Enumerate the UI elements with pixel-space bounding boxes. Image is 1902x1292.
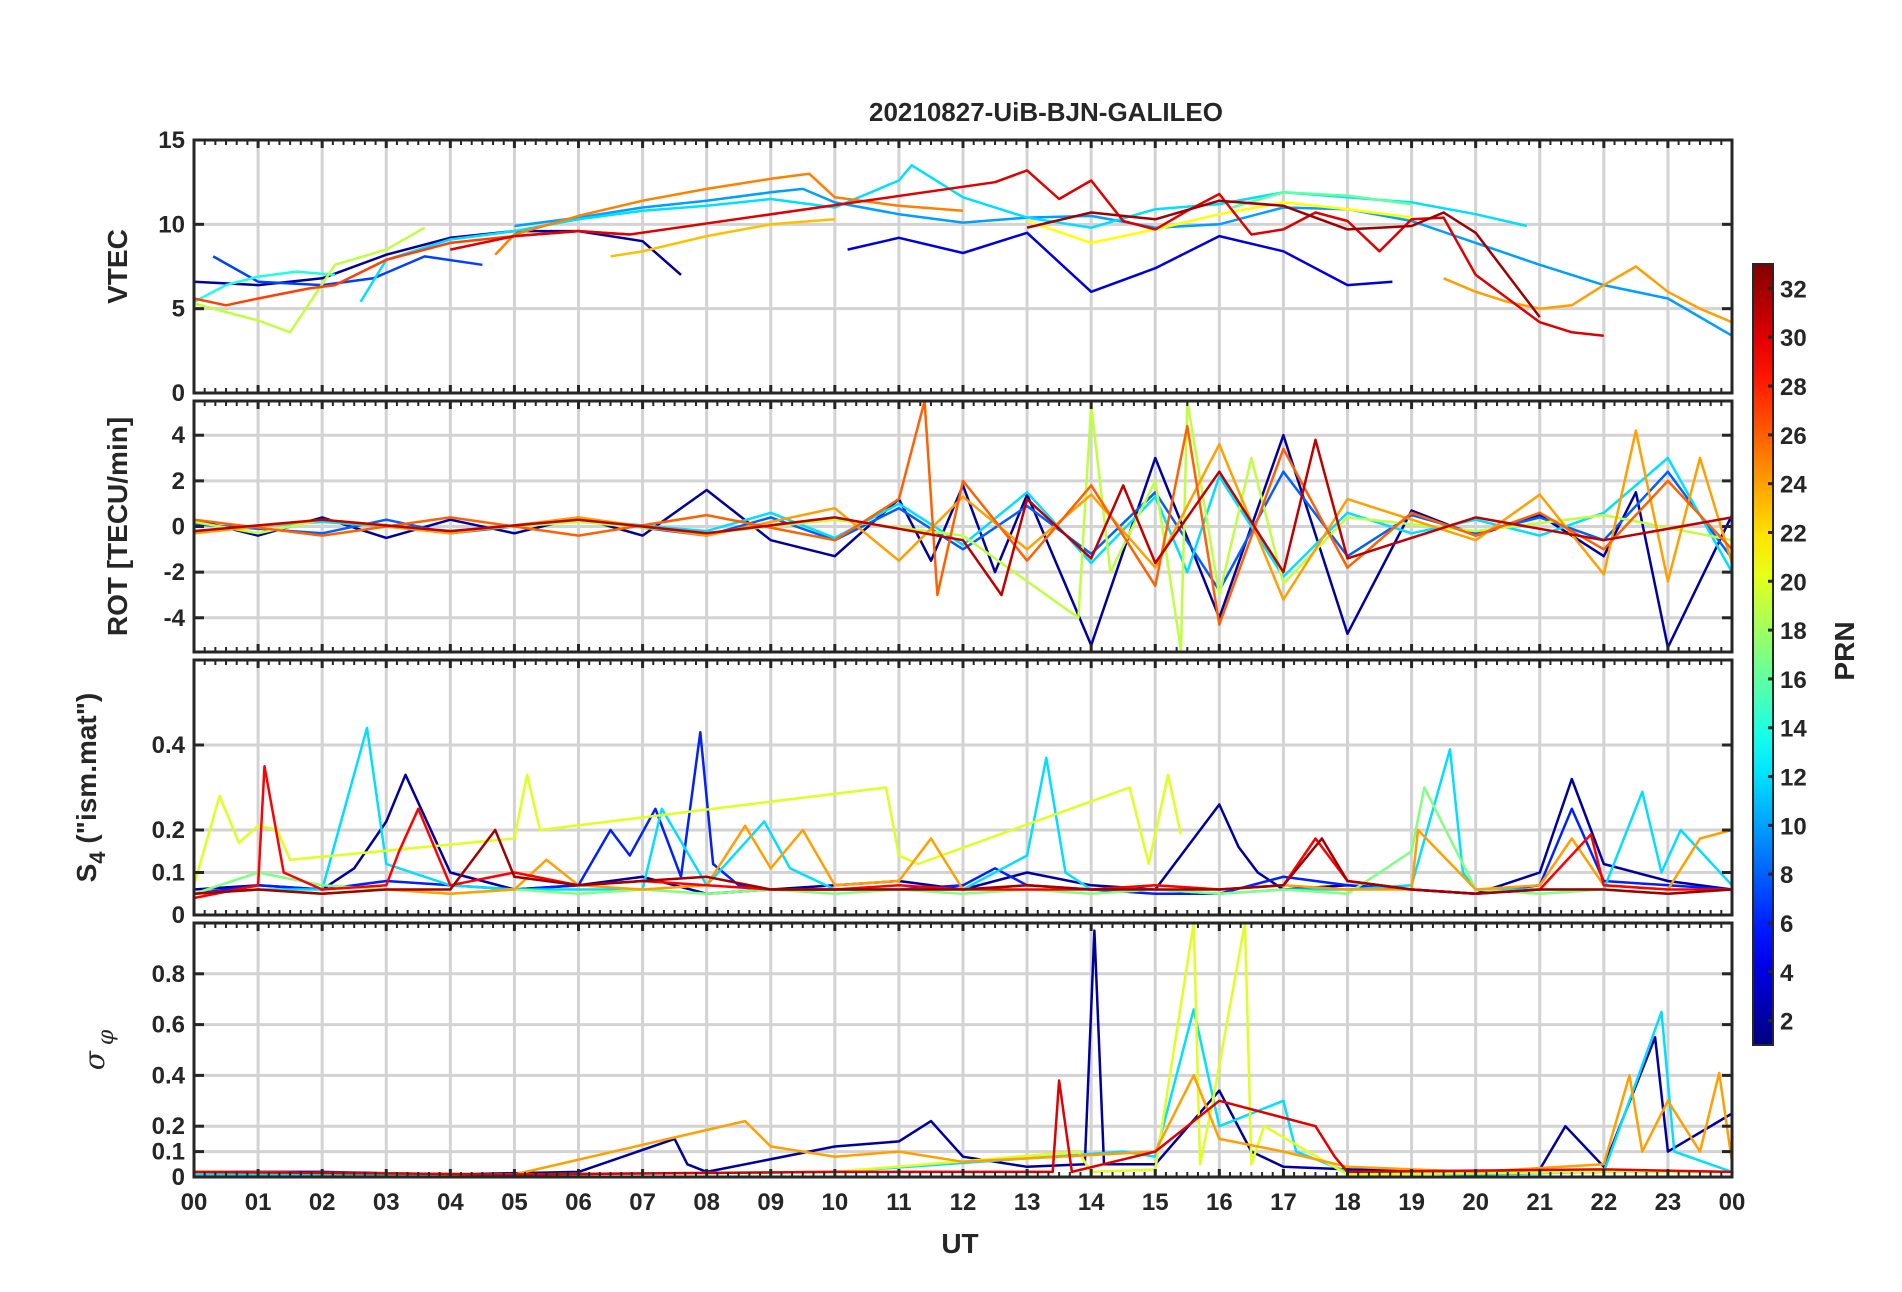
y-tick-label: 5 bbox=[172, 296, 185, 323]
y-tick-label: 0.1 bbox=[152, 1139, 185, 1166]
y-tick-label: 4 bbox=[172, 422, 186, 449]
x-tick-label: 21 bbox=[1526, 1189, 1553, 1216]
x-tick-label: 13 bbox=[1014, 1189, 1041, 1216]
x-tick-label: 09 bbox=[757, 1189, 784, 1216]
colorbar-tick-label: 30 bbox=[1780, 325, 1807, 352]
series-line-prn-10 bbox=[514, 187, 1732, 337]
y-tick-label: 0 bbox=[172, 902, 185, 929]
series-line-prn-12 bbox=[194, 726, 1732, 896]
colorbar-tick-label: 16 bbox=[1780, 667, 1807, 694]
colorbar-tick-label: 10 bbox=[1780, 813, 1807, 840]
y-tick-label: 0.8 bbox=[152, 961, 185, 988]
colorbar-gradient bbox=[1752, 263, 1774, 1046]
x-tick-label: 02 bbox=[309, 1189, 336, 1216]
colorbar-tick-label: 2 bbox=[1780, 1009, 1793, 1036]
colorbar-tick-label: 14 bbox=[1780, 716, 1807, 743]
series-line-prn-20 bbox=[194, 773, 1183, 886]
colorbar-tick-label: 8 bbox=[1780, 862, 1793, 889]
x-tick-label: 05 bbox=[501, 1189, 528, 1216]
x-tick-label: 10 bbox=[821, 1189, 848, 1216]
x-tick-label: 20 bbox=[1462, 1189, 1489, 1216]
x-tick-label: 18 bbox=[1334, 1189, 1361, 1216]
y-tick-label: 10 bbox=[158, 211, 185, 238]
x-tick-label: 12 bbox=[950, 1189, 977, 1216]
colorbar-tick-label: 12 bbox=[1780, 765, 1807, 792]
x-tick-label: 04 bbox=[437, 1189, 464, 1216]
series-line-prn-23 bbox=[610, 218, 835, 258]
series-line-prn-20 bbox=[194, 923, 1732, 1176]
colorbar-tick-label: 22 bbox=[1780, 520, 1807, 547]
x-tick-label: 00 bbox=[181, 1189, 208, 1216]
x-tick-label: 15 bbox=[1142, 1189, 1169, 1216]
x-tick-label: 17 bbox=[1270, 1189, 1297, 1216]
series-line-prn-32 bbox=[194, 828, 1732, 896]
series-line-prn-31 bbox=[194, 438, 1732, 597]
series-line-prn-21 bbox=[1026, 201, 1412, 245]
colorbar-tick-label: 18 bbox=[1780, 618, 1807, 645]
colorbar-tick-label: 4 bbox=[1780, 960, 1794, 987]
y-tick-label: 0 bbox=[172, 380, 185, 407]
x-tick-label: 23 bbox=[1655, 1189, 1682, 1216]
y-tick-label: 2 bbox=[172, 468, 185, 495]
y-axis-title: VTEC bbox=[102, 229, 133, 304]
panel-vtec: 0 5 10 15 VTEC bbox=[102, 127, 1734, 407]
chart-title: 20210827-UiB-BJN-GALILEO bbox=[869, 97, 1223, 127]
series-line-prn-2 bbox=[194, 929, 1732, 1176]
colorbar-tick-label: 28 bbox=[1780, 374, 1807, 401]
panel-sigma-phi: 00.10.2 0.4 0.6 0.8 σφ bbox=[78, 921, 1734, 1191]
colorbar-tick-label: 20 bbox=[1780, 569, 1807, 596]
series-line-prn-30 bbox=[450, 169, 1604, 337]
series-line-prn-24 bbox=[1443, 265, 1732, 324]
y-tick-label: 0.6 bbox=[152, 1012, 185, 1039]
x-tick-label: 16 bbox=[1206, 1189, 1233, 1216]
colorbar-tick-label: 6 bbox=[1780, 911, 1793, 938]
y-tick-label: 0 bbox=[172, 1164, 185, 1191]
series-line-prn-16 bbox=[1231, 191, 1412, 209]
x-tick-label: 14 bbox=[1078, 1189, 1105, 1216]
x-axis-title: UT bbox=[941, 1228, 978, 1259]
y-tick-label: 0.2 bbox=[152, 817, 185, 844]
x-tick-label: 03 bbox=[373, 1189, 400, 1216]
series-line-prn-24 bbox=[194, 824, 1732, 896]
x-tick-label: 22 bbox=[1590, 1189, 1617, 1216]
x-tick-label: 01 bbox=[245, 1189, 272, 1216]
x-tick-label: 11 bbox=[886, 1189, 911, 1216]
colorbar-label: PRN bbox=[1829, 621, 1860, 680]
y-tick-label: -2 bbox=[164, 559, 185, 586]
x-tick-label: 07 bbox=[629, 1189, 656, 1216]
x-tick-label: 19 bbox=[1398, 1189, 1425, 1216]
x-tick-label: 00 bbox=[1719, 1189, 1746, 1216]
y-tick-label: 0.4 bbox=[152, 732, 186, 759]
colorbar-tick-label: 26 bbox=[1780, 423, 1807, 450]
series-line-prn-14 bbox=[194, 270, 336, 304]
y-axis-title: S4 ("ism.mat") bbox=[71, 693, 110, 883]
series-line-prn-4 bbox=[847, 231, 1393, 294]
y-tick-label: -4 bbox=[164, 605, 186, 632]
y-tick-label: 0 bbox=[172, 514, 185, 541]
x-axis: 00 01 02 03 04 05 06 07 08 09 10 11 12 13 14 15 16 17 18 19… bbox=[181, 1189, 1746, 1216]
colorbar-tick-label: 32 bbox=[1780, 276, 1807, 303]
colorbar-tick-label: 24 bbox=[1780, 472, 1807, 499]
y-axis-title: ROT [TECU/min] bbox=[102, 417, 133, 636]
series-line-prn-24 bbox=[194, 1071, 1732, 1176]
panel-s4: 0 0.1 0.2 0.4 S4 ("ism.mat") bbox=[71, 658, 1734, 929]
x-tick-label: 06 bbox=[565, 1189, 592, 1216]
y-tick-label: 0.2 bbox=[152, 1113, 185, 1140]
y-tick-label: 0.4 bbox=[152, 1062, 186, 1089]
y-tick-label: 0.1 bbox=[152, 860, 185, 887]
panel-rot: -4 -2 0 2 4 ROT [TECU/min] bbox=[102, 399, 1734, 654]
series-line-prn-26 bbox=[194, 401, 1732, 626]
y-axis-title: σφ bbox=[78, 1029, 119, 1070]
series-line-prn-32 bbox=[1026, 199, 1541, 318]
y-tick-label: 15 bbox=[158, 127, 185, 154]
series-line-prn-19 bbox=[194, 226, 426, 334]
x-tick-label: 08 bbox=[693, 1189, 720, 1216]
